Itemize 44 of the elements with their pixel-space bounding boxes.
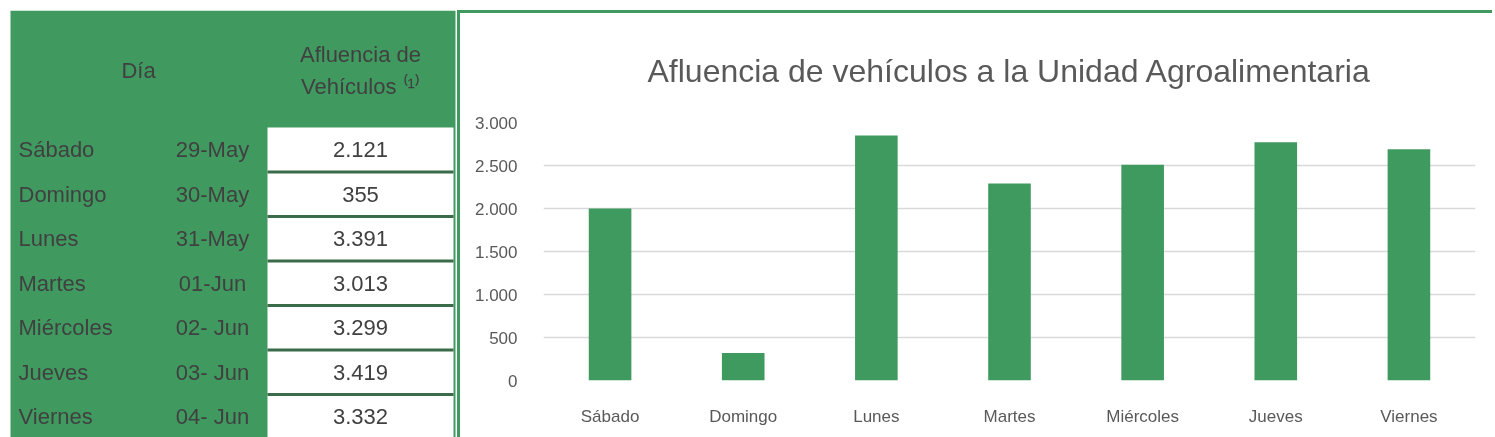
bar	[1254, 142, 1298, 381]
bar	[1121, 164, 1164, 381]
text: Domingo	[18, 181, 107, 207]
text: 3.332	[332, 404, 389, 430]
bar	[988, 183, 1031, 381]
y-tick-label: 2.000	[474, 199, 518, 219]
x-tick-label: Domingo	[709, 406, 778, 426]
y-tick-label: 0	[508, 371, 518, 391]
y-tick-label: 1.500	[474, 242, 518, 262]
y-tick-label: 2.500	[474, 156, 518, 176]
y-tick-label: 500	[489, 328, 518, 348]
x-tick-label: Jueves	[1248, 406, 1303, 426]
bar	[1387, 149, 1431, 381]
x-tick-label: Viernes	[1380, 406, 1438, 426]
text: 3.391	[332, 226, 389, 252]
x-tick-label: Sábado	[580, 406, 640, 426]
text: Martes	[18, 270, 86, 296]
text: Día	[121, 58, 157, 83]
text: 03- Jun	[175, 359, 250, 385]
text: 30-May	[175, 181, 250, 207]
text: 3.419	[332, 359, 389, 385]
text: 3.299	[332, 315, 389, 341]
text: Sábado	[18, 137, 95, 163]
text: 02- Jun	[175, 315, 250, 341]
text: 2.121	[332, 137, 389, 163]
text: 3.013	[332, 270, 389, 296]
text: 04- Jun	[175, 404, 250, 430]
chart-title: Afluencia de vehículos a la Unidad Agroalimentaria	[647, 52, 1370, 89]
y-tick-label: 3.000	[474, 113, 518, 133]
text: 01-Jun	[178, 270, 247, 296]
text: 29-May	[175, 137, 250, 163]
y-tick-label: 1.000	[474, 285, 518, 305]
x-tick-label: Miércoles	[1106, 406, 1180, 426]
text: Lunes	[18, 226, 79, 252]
text: Jueves	[18, 359, 89, 385]
x-tick-label: Lunes	[853, 406, 900, 426]
text: Afluencia de Vehículos ⁽¹⁾	[299, 42, 422, 99]
text: Miércoles	[18, 315, 113, 341]
text: 355	[342, 181, 379, 207]
x-tick-label: Martes	[983, 406, 1036, 426]
bar	[855, 135, 898, 381]
bar	[588, 208, 632, 381]
text: 31-May	[175, 226, 250, 252]
bar	[721, 352, 765, 381]
